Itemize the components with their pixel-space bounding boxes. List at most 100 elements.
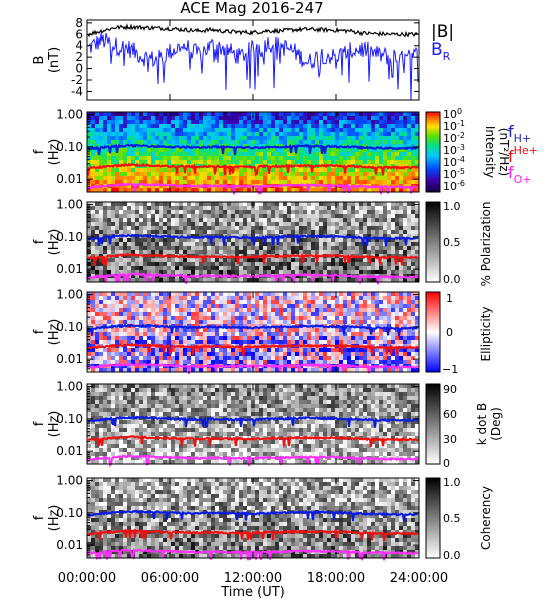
spectrogram-cell [207, 258, 211, 262]
spectrogram-cell [259, 278, 263, 282]
spectrogram-cell [159, 348, 163, 352]
spectrogram-cell [207, 168, 211, 172]
spectrogram-cell [311, 332, 315, 336]
spectrogram-cell [171, 332, 175, 336]
spectrogram-cell [331, 180, 335, 184]
spectrogram-cell [179, 116, 183, 120]
spectrogram-cell [335, 180, 339, 184]
spectrogram-cell [279, 340, 283, 344]
spectrogram-cell [411, 328, 415, 332]
spectrogram-cell [235, 156, 239, 160]
spectrogram-cell [403, 300, 407, 304]
spectrogram-cell [307, 168, 311, 172]
spectrogram-cell [123, 160, 127, 164]
spectrogram-cell [235, 202, 239, 206]
spectrogram-cell [147, 340, 151, 344]
spectrogram-cell [235, 316, 239, 320]
spectrogram-cell [95, 360, 99, 364]
spectrogram-cell [259, 168, 263, 172]
spectrogram-cell [323, 292, 327, 296]
spectrogram-cell [299, 214, 303, 218]
spectrogram-cell [339, 270, 343, 274]
spectrogram-cell [127, 246, 131, 250]
spectrogram-cell [295, 140, 299, 144]
spectrogram-cell [147, 112, 151, 116]
spectrogram-cell [315, 340, 319, 344]
spectrogram-cell [127, 316, 131, 320]
spectrogram-cell [411, 292, 415, 296]
spectrogram-cell [167, 176, 171, 180]
spectrogram-cell [187, 292, 191, 296]
spectrogram-cell [151, 320, 155, 324]
spectrogram-cell [379, 250, 383, 254]
spectrogram-cell [115, 308, 119, 312]
spectrogram-cell [179, 218, 183, 222]
spectrogram-cell [235, 172, 239, 176]
spectrogram-cell [223, 188, 227, 192]
spectrogram-cell [399, 160, 403, 164]
spectrogram-cell [415, 214, 419, 218]
spectrogram-cell [175, 246, 179, 250]
spectrogram-cell [107, 180, 111, 184]
spectrogram-cell [211, 202, 215, 206]
spectrogram-cell [415, 218, 419, 222]
spectrogram-cell [231, 160, 235, 164]
spectrogram-cell [239, 156, 243, 160]
spectrogram-cell [355, 270, 359, 274]
spectrogram-cell [171, 168, 175, 172]
spectrogram-cell [187, 222, 191, 226]
spectrogram-cell [195, 156, 199, 160]
spectrogram-cell [163, 152, 167, 156]
spectrogram-cell [331, 292, 335, 296]
spectrogram-cell [275, 332, 279, 336]
spectrogram-cell [179, 152, 183, 156]
spectrogram-cell [203, 262, 207, 266]
spectrogram-cell [175, 112, 179, 116]
spectrogram-cell [159, 328, 163, 332]
spectrogram-cell [259, 320, 263, 324]
spectrogram-cell [399, 324, 403, 328]
spectrogram-cell [267, 160, 271, 164]
spectrogram-cell [131, 328, 135, 332]
spectrogram-cell [243, 128, 247, 132]
spectrogram-cell [147, 332, 151, 336]
spectrogram-cell [291, 202, 295, 206]
spectrogram-cell [255, 332, 259, 336]
spectrogram-cell [339, 226, 343, 230]
spectrogram-cell [91, 292, 95, 296]
spectrogram-cell [331, 332, 335, 336]
spectrogram-cell [127, 222, 131, 226]
spectrogram-cell [323, 242, 327, 246]
spectrogram-cell [203, 202, 207, 206]
spectrogram-cell [367, 356, 371, 360]
spectrogram-cell [403, 152, 407, 156]
spectrogram-cell [255, 136, 259, 140]
spectrogram-cell [179, 128, 183, 132]
spectrogram-cell [151, 184, 155, 188]
spectrogram-cell [347, 152, 351, 156]
spectrogram-cell [255, 246, 259, 250]
spectrogram-cell [383, 336, 387, 340]
spectrogram-cell [347, 304, 351, 308]
spectrogram-cell [119, 304, 123, 308]
spectrogram-cell [291, 262, 295, 266]
spectrogram-cell [95, 246, 99, 250]
spectrogram-cell [399, 266, 403, 270]
spectrogram-cell [159, 206, 163, 210]
spectrogram-cell [379, 128, 383, 132]
spectrogram-cell [151, 336, 155, 340]
spectrogram-cell [199, 132, 203, 136]
spectrogram-cell [259, 292, 263, 296]
spectrogram-cell [135, 206, 139, 210]
spectrogram-cell [239, 352, 243, 356]
spectrogram-cell [155, 348, 159, 352]
spectrogram-cell [315, 136, 319, 140]
spectrogram-cell [355, 250, 359, 254]
spectrogram-cell [119, 328, 123, 332]
spectrogram-cell [227, 124, 231, 128]
spectrogram-cell [195, 202, 199, 206]
spectrogram-cell [335, 148, 339, 152]
spectrogram-cell [379, 316, 383, 320]
spectrogram-cell [91, 172, 95, 176]
spectrogram-cell [383, 180, 387, 184]
